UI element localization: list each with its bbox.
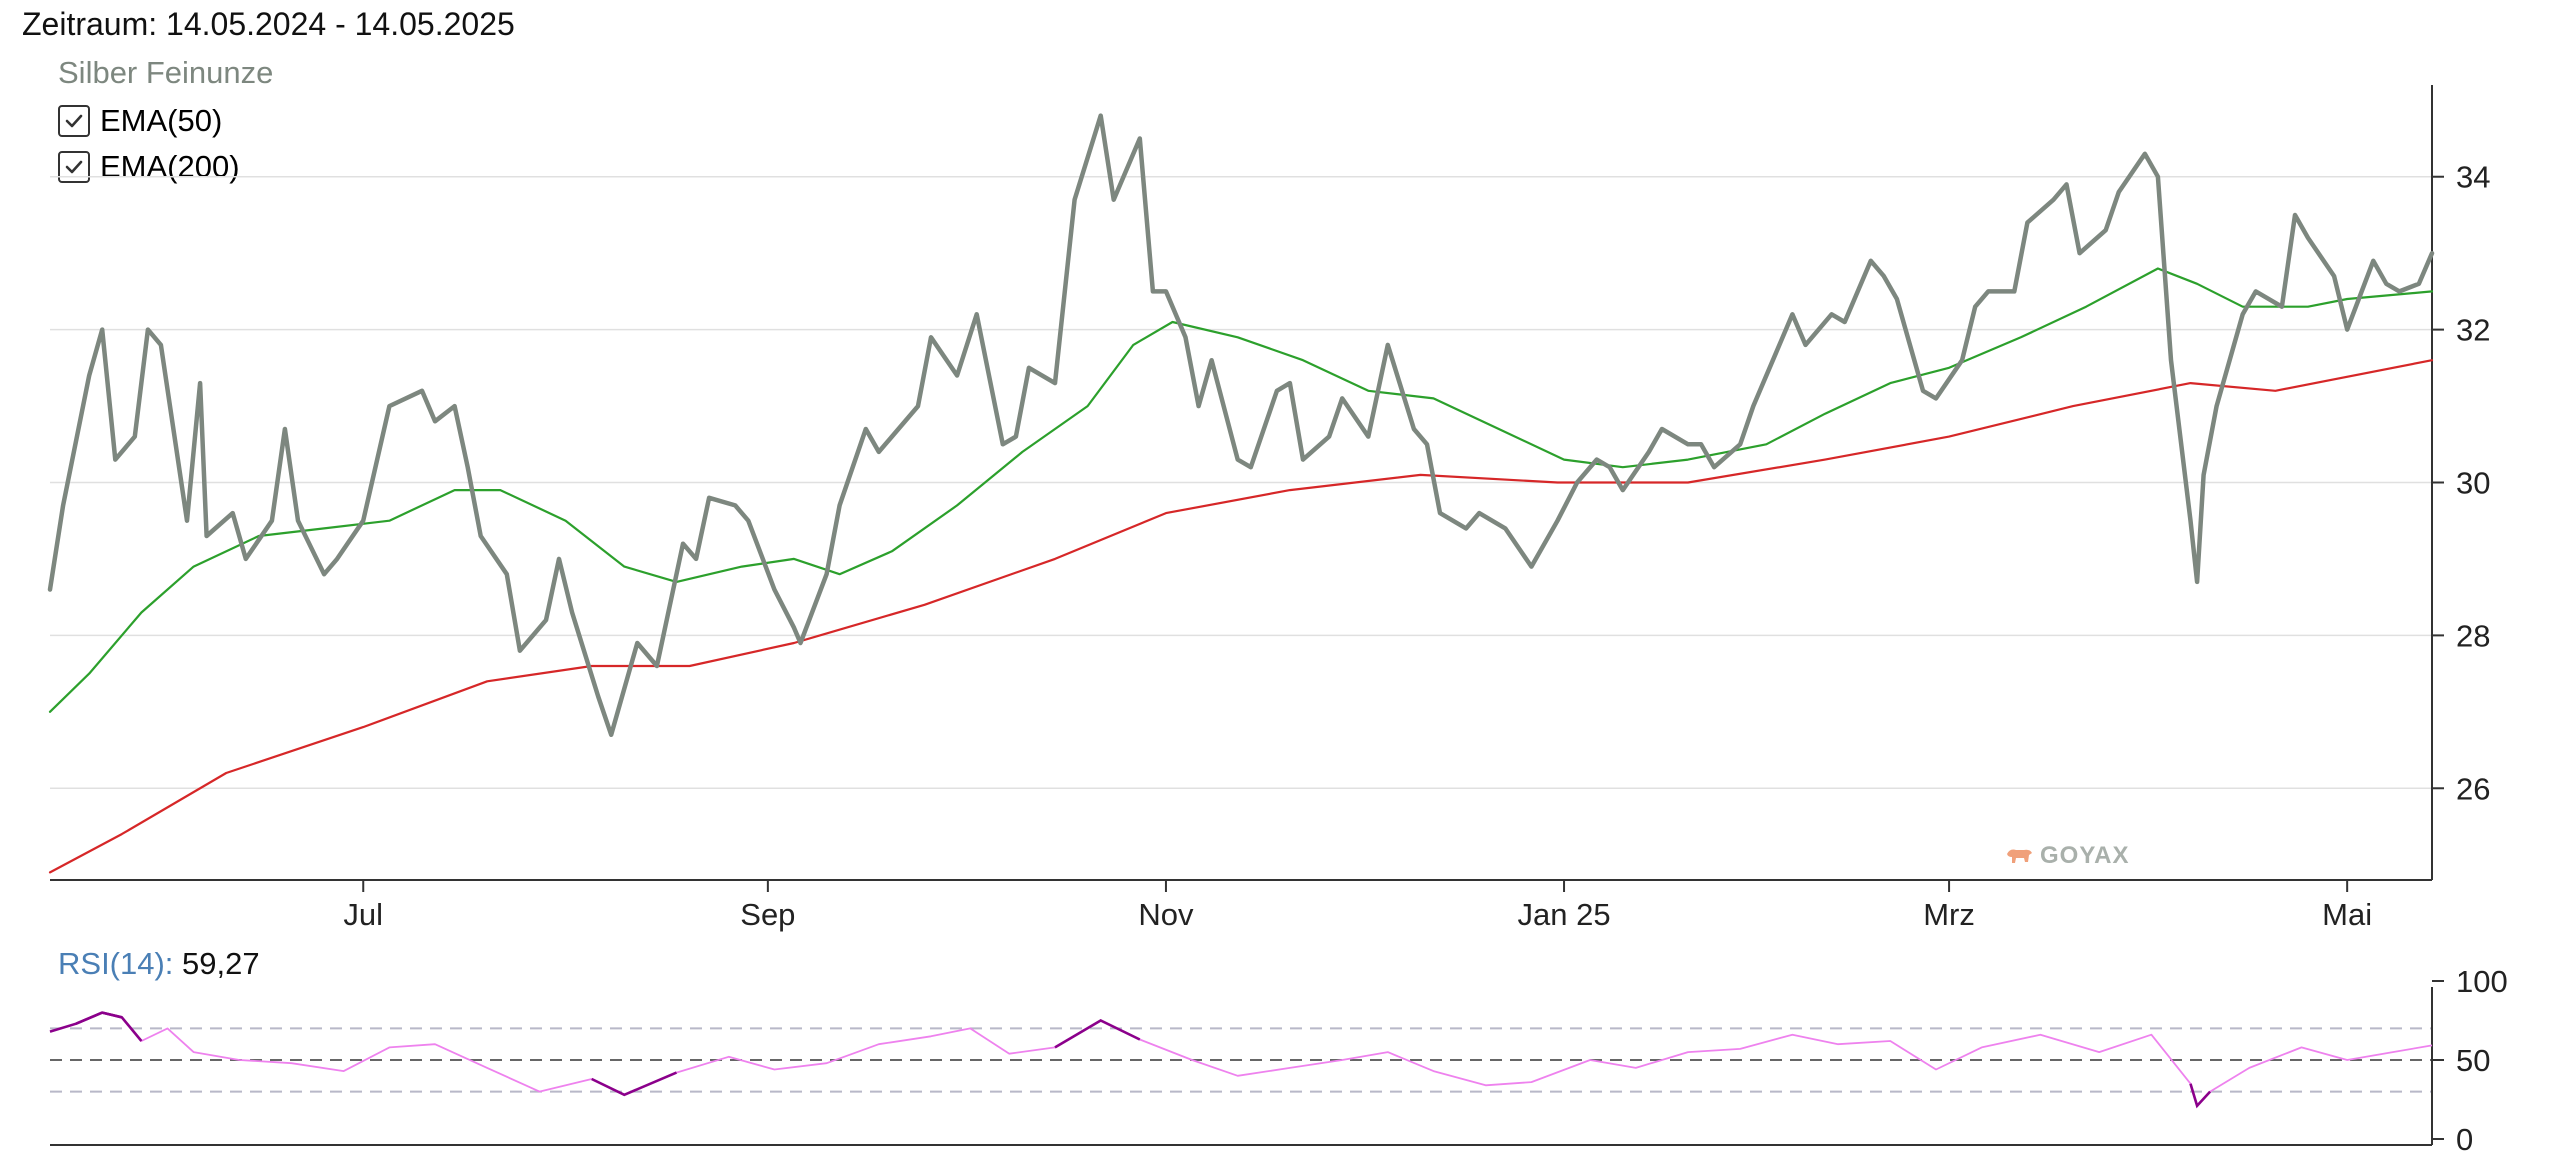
ema50-line: [48, 267, 2434, 713]
legend-item-ema50[interactable]: EMA(50): [58, 98, 273, 144]
y-tick-label: 34: [2456, 160, 2490, 195]
ema200-label: EMA(200): [100, 149, 240, 184]
checkmark-icon: [65, 114, 83, 128]
x-tick-label: Nov: [1138, 897, 1194, 932]
rsi-y-tick-label: 0: [2456, 1122, 2473, 1152]
ema50-checkbox[interactable]: [58, 105, 90, 137]
x-tick-label: Mai: [2322, 897, 2372, 932]
rsi-y-tick-label: 50: [2456, 1043, 2490, 1078]
rsi-extreme-segment: [591, 1071, 678, 1097]
x-tick-label: Jul: [343, 897, 383, 932]
x-tick-label: Jan 25: [1517, 897, 1610, 932]
period-label: Zeitraum: 14.05.2024 - 14.05.2025: [22, 6, 515, 42]
checkmark-icon: [65, 160, 83, 174]
ema200-checkbox[interactable]: [58, 151, 90, 183]
rsi-y-tick-label: 100: [2456, 964, 2508, 999]
ema200-line: [48, 359, 2434, 874]
rsi-extreme-segment: [101, 1011, 143, 1042]
x-tick-label: Mrz: [1923, 897, 1975, 932]
rsi-extreme-segment: [2189, 1083, 2212, 1109]
bull-icon: [2007, 849, 2032, 863]
goyax-logo: GOYAX: [2004, 842, 2129, 870]
price-chart[interactable]: 26 28 30 32 34 Jul Sep Nov Jan 25 Mrz Mai: [0, 0, 2560, 940]
ema50-label: EMA(50): [100, 103, 223, 138]
rsi-extreme-segment: [75, 1011, 123, 1025]
legend-title: Silber Feinunze: [58, 55, 274, 90]
rsi-value: 59,27: [182, 946, 260, 981]
x-tick-label: Sep: [740, 897, 795, 932]
rsi-readout: RSI(14): 59,27: [58, 946, 260, 982]
rsi-chart[interactable]: 0 50 100: [0, 940, 2560, 1152]
y-tick-label: 28: [2456, 618, 2490, 653]
watermark-text: GOYAX: [2040, 842, 2130, 869]
price-line: [47, 113, 2435, 738]
rsi-name: RSI(14):: [58, 946, 174, 981]
legend-item-ema200[interactable]: EMA(200): [58, 144, 273, 190]
rsi-extreme-segment: [1054, 1019, 1141, 1049]
y-tick-label: 26: [2456, 771, 2490, 806]
chart-legend: Silber Feinunze EMA(50) EMA(200): [58, 54, 273, 190]
rsi-line: [49, 1011, 2433, 1107]
y-tick-label: 30: [2456, 466, 2490, 501]
y-tick-label: 32: [2456, 313, 2490, 348]
